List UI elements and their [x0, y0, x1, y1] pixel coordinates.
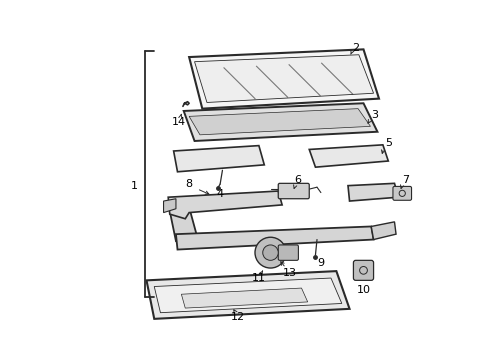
Circle shape — [263, 245, 278, 260]
Polygon shape — [173, 145, 264, 172]
Polygon shape — [309, 145, 388, 167]
Polygon shape — [176, 226, 373, 249]
Text: 12: 12 — [231, 312, 245, 322]
Polygon shape — [184, 103, 377, 141]
Text: 5: 5 — [385, 138, 392, 148]
Polygon shape — [147, 271, 349, 319]
Polygon shape — [168, 191, 282, 219]
FancyBboxPatch shape — [278, 245, 298, 260]
Text: 10: 10 — [357, 285, 370, 294]
Text: 9: 9 — [318, 258, 324, 267]
Polygon shape — [195, 55, 373, 103]
FancyBboxPatch shape — [353, 260, 373, 280]
Polygon shape — [181, 288, 308, 308]
Polygon shape — [189, 49, 379, 109]
Polygon shape — [164, 199, 176, 213]
Text: 14: 14 — [172, 117, 186, 127]
Polygon shape — [154, 278, 342, 313]
FancyBboxPatch shape — [393, 186, 412, 200]
Polygon shape — [170, 207, 197, 241]
Text: 4: 4 — [217, 189, 224, 199]
Text: 2: 2 — [352, 43, 359, 53]
Text: 13: 13 — [283, 267, 297, 278]
Text: 3: 3 — [371, 110, 379, 120]
Text: 7: 7 — [403, 175, 410, 185]
Text: 1: 1 — [131, 181, 138, 191]
FancyBboxPatch shape — [278, 183, 309, 199]
Polygon shape — [348, 183, 398, 201]
Polygon shape — [189, 109, 370, 135]
Circle shape — [255, 237, 286, 268]
Text: 6: 6 — [294, 175, 301, 185]
Text: 11: 11 — [252, 273, 266, 283]
Polygon shape — [371, 222, 396, 239]
Text: 8: 8 — [186, 179, 193, 189]
